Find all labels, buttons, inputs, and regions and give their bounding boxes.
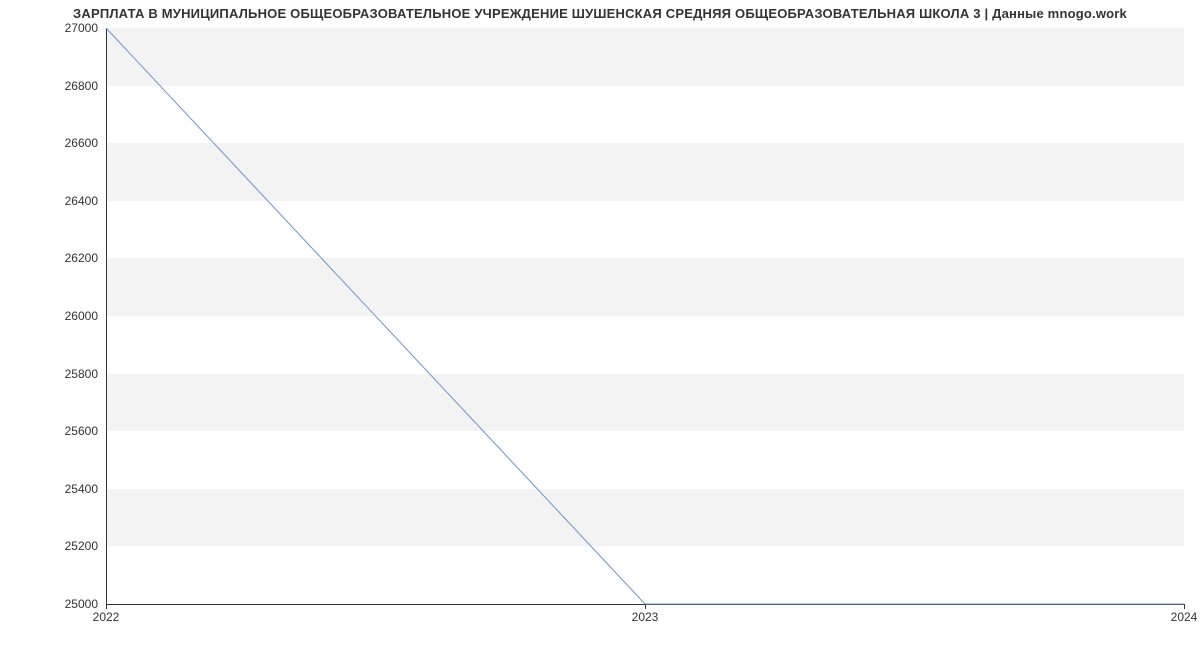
y-tick-label: 27000	[65, 21, 98, 35]
y-tick-label: 26800	[65, 79, 98, 93]
x-tick-mark	[1184, 604, 1185, 609]
x-tick-label: 2024	[1171, 610, 1198, 624]
y-tick-label: 26600	[65, 136, 98, 150]
y-tick-label: 26400	[65, 194, 98, 208]
y-tick-label: 25200	[65, 539, 98, 553]
y-tick-label: 25800	[65, 367, 98, 381]
y-tick-label: 25400	[65, 482, 98, 496]
y-tick-label: 26000	[65, 309, 98, 323]
y-tick-label: 26200	[65, 251, 98, 265]
line-layer	[106, 28, 1184, 604]
x-tick-label: 2023	[632, 610, 659, 624]
series-line-salary	[106, 28, 1184, 604]
chart-title: ЗАРПЛАТА В МУНИЦИПАЛЬНОЕ ОБЩЕОБРАЗОВАТЕЛ…	[0, 6, 1200, 21]
plot-area: 2500025200254002560025800260002620026400…	[106, 28, 1184, 604]
x-tick-label: 2022	[93, 610, 120, 624]
y-tick-label: 25600	[65, 424, 98, 438]
y-tick-label: 25000	[65, 597, 98, 611]
